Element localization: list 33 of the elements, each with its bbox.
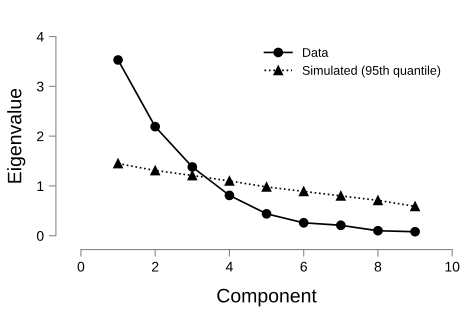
- point: [298, 186, 309, 196]
- point: [336, 220, 346, 230]
- point: [336, 191, 346, 201]
- x-tick-label: 4: [226, 262, 233, 272]
- x-axis-title: Component: [217, 288, 317, 306]
- x-tick-label: 10: [446, 262, 460, 272]
- x-tick-label: 8: [374, 262, 382, 272]
- x-tick-label: 2: [152, 262, 158, 272]
- point: [410, 226, 420, 237]
- y-tick-label: 2: [37, 131, 44, 142]
- point: [262, 182, 272, 192]
- point: [150, 166, 160, 176]
- point: [187, 162, 198, 172]
- x-tick-label: 6: [300, 262, 307, 272]
- point: [150, 122, 160, 132]
- x-tick-label: 0: [78, 262, 84, 272]
- y-tick-label: 3: [36, 82, 44, 92]
- point: [113, 55, 123, 65]
- point: [113, 158, 123, 168]
- point: [224, 190, 234, 200]
- point: [187, 170, 198, 180]
- point: [373, 226, 383, 236]
- y-tick-label: 4: [36, 32, 44, 42]
- point: [262, 208, 272, 219]
- y-axis-title: Eigenvalue: [7, 88, 26, 183]
- legend-label: Simulated (95th quantile): [302, 66, 440, 78]
- point: [373, 196, 383, 206]
- point: [224, 176, 234, 186]
- point: [410, 201, 420, 212]
- point: [298, 218, 309, 228]
- y-tick-label: 1: [37, 181, 44, 191]
- legend-label: Data: [303, 48, 328, 57]
- y-tick-label: 0: [36, 231, 44, 241]
